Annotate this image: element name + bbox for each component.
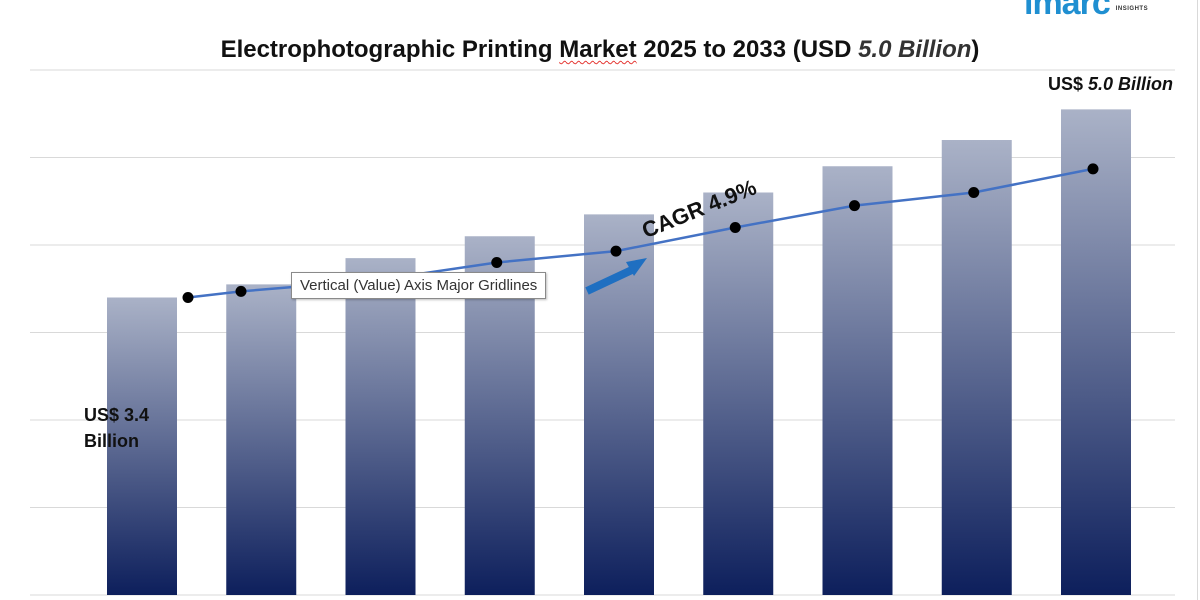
trend-marker-2030 xyxy=(729,222,741,233)
gridlines-tooltip: Vertical (Value) Axis Major Gridlines xyxy=(291,272,547,299)
start-value-line1: US$ 3.4 xyxy=(84,405,150,425)
imarc-logo: imarc INSIGHTS xyxy=(1024,0,1148,20)
logo-subtext: INSIGHTS xyxy=(1115,6,1149,12)
title-prefix: Electrophotographic xyxy=(220,36,456,63)
bars xyxy=(107,109,1131,595)
title-close: ) xyxy=(971,36,980,63)
bar-2030 xyxy=(703,192,774,595)
trend-marker-2025 xyxy=(182,292,194,303)
trend-marker-2028 xyxy=(491,257,503,268)
end-value-prefix: US$ xyxy=(1048,74,1089,94)
bar-2032 xyxy=(941,140,1012,595)
chart-title: Electrophotographic Printing Market 2025… xyxy=(0,36,1200,64)
bar-2027 xyxy=(345,258,416,595)
bar-2025 xyxy=(107,297,177,595)
bar-2029 xyxy=(584,214,654,595)
bar-2031 xyxy=(822,166,893,595)
start-value-label: US$ 3.4 Billion xyxy=(84,402,149,454)
title-squiggle-word: Market xyxy=(559,36,637,63)
title-middle: Printing xyxy=(455,36,560,63)
trend-marker-2033 xyxy=(1087,163,1099,175)
title-accent-value: 5.0 Billion xyxy=(858,36,972,63)
end-value-number: 5.0 Billion xyxy=(1088,74,1174,94)
frame-border xyxy=(1197,0,1198,600)
cagr-arrow xyxy=(585,258,647,295)
end-value-label: US$ 5.0 Billion xyxy=(1048,74,1173,95)
trend-marker-2031 xyxy=(849,200,860,212)
title-suffix: 2025 to 2033 (USD xyxy=(636,36,859,63)
logo-wordmark: imarc xyxy=(1024,0,1111,22)
cagr-arrow-head xyxy=(626,258,647,276)
trend-marker-2032 xyxy=(968,187,980,198)
cagr-arrow-shaft xyxy=(585,265,636,295)
trend-line xyxy=(182,163,1099,303)
trend-marker-2026 xyxy=(235,285,247,297)
start-value-line2: Billion xyxy=(84,431,139,451)
bar-2033 xyxy=(1061,109,1131,595)
trend-marker-2029 xyxy=(610,245,622,257)
bar-2026 xyxy=(226,284,297,595)
